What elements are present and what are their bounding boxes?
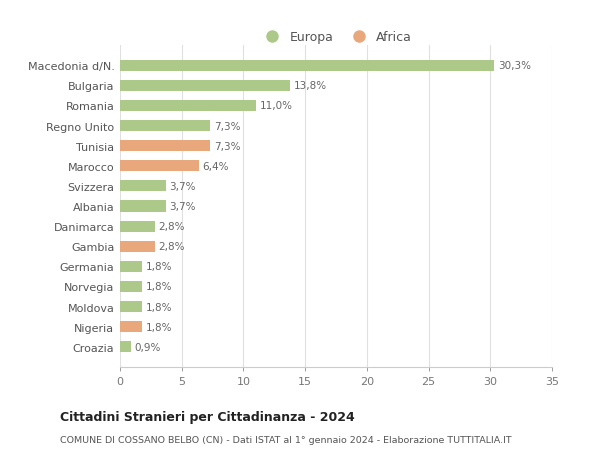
Bar [120,121,210,132]
Bar [120,81,290,92]
Bar [120,181,166,192]
Text: 2,8%: 2,8% [158,242,185,252]
Bar [120,321,142,332]
Bar [120,221,155,232]
Bar [120,161,199,172]
Text: 6,4%: 6,4% [203,162,229,171]
Bar [120,201,166,212]
Text: 11,0%: 11,0% [259,101,292,111]
Text: 3,7%: 3,7% [169,181,196,191]
Text: 3,7%: 3,7% [169,202,196,212]
Bar [120,61,494,72]
Bar [120,261,142,272]
Bar [120,341,131,353]
Text: 1,8%: 1,8% [146,282,172,292]
Bar [120,281,142,292]
Text: 7,3%: 7,3% [214,121,241,131]
Legend: Europa, Africa: Europa, Africa [255,27,417,50]
Text: 1,8%: 1,8% [146,262,172,272]
Bar [120,101,256,112]
Text: 7,3%: 7,3% [214,141,241,151]
Text: 2,8%: 2,8% [158,222,185,232]
Text: Cittadini Stranieri per Cittadinanza - 2024: Cittadini Stranieri per Cittadinanza - 2… [60,410,355,423]
Bar [120,241,155,252]
Text: 30,3%: 30,3% [497,61,530,71]
Text: 1,8%: 1,8% [146,322,172,332]
Text: COMUNE DI COSSANO BELBO (CN) - Dati ISTAT al 1° gennaio 2024 - Elaborazione TUTT: COMUNE DI COSSANO BELBO (CN) - Dati ISTA… [60,435,512,443]
Text: 13,8%: 13,8% [294,81,327,91]
Bar [120,141,210,152]
Bar [120,302,142,313]
Text: 0,9%: 0,9% [135,342,161,352]
Text: 1,8%: 1,8% [146,302,172,312]
